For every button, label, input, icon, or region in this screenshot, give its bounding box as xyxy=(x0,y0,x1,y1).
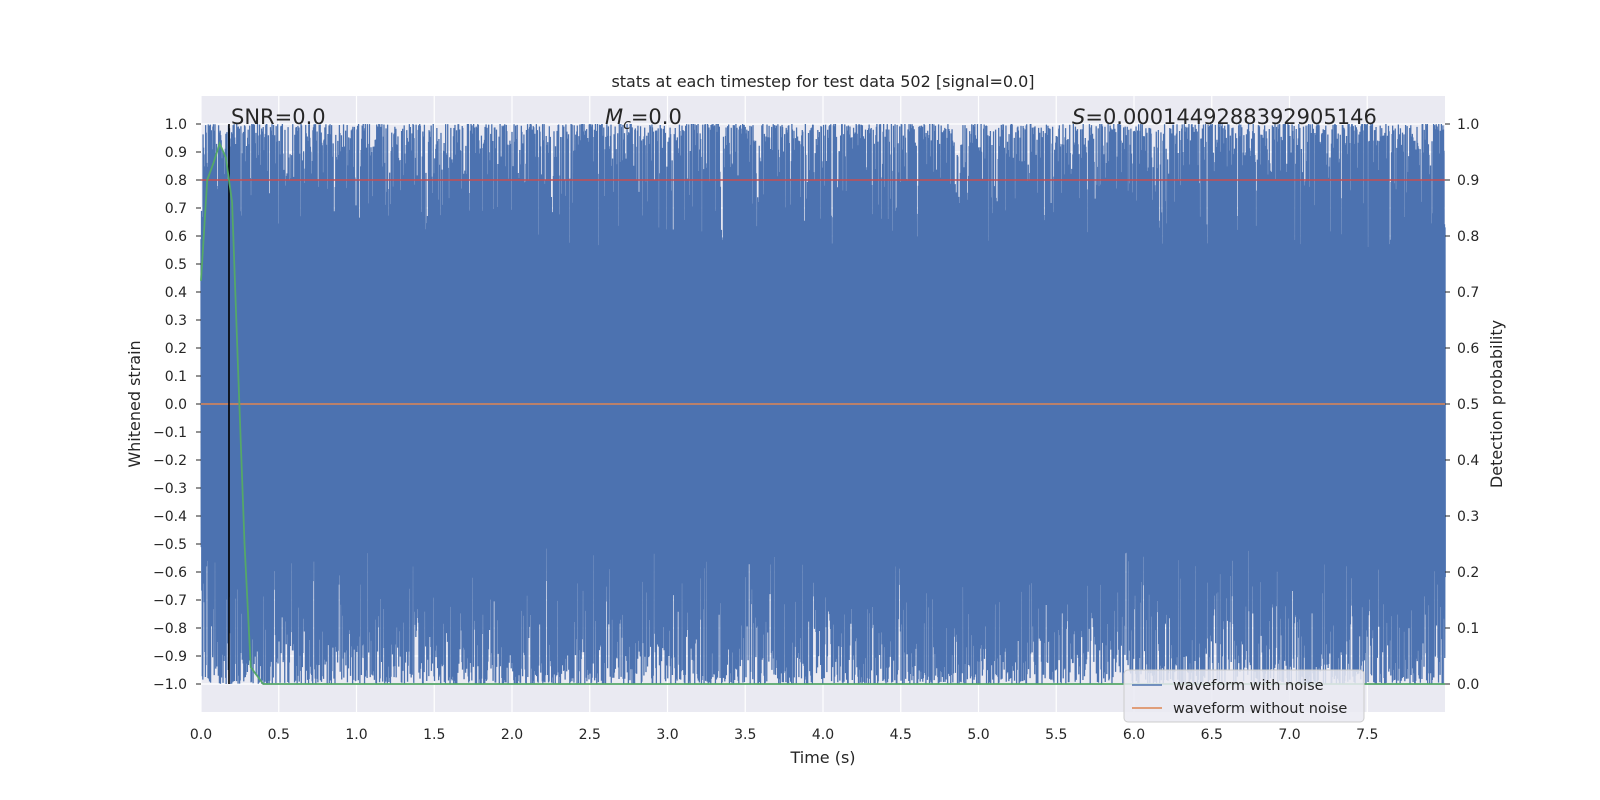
y-right-tick-label-6: 0.4 xyxy=(1457,453,1479,469)
x-tick-label-1: 0.5 xyxy=(268,727,290,743)
y-right-tick-label-10: 0.0 xyxy=(1457,677,1479,693)
y-right-tick-label-4: 0.6 xyxy=(1457,341,1479,357)
y-left-tick-label-18: −0.8 xyxy=(153,621,187,637)
x-tick-label-10: 5.0 xyxy=(967,727,989,743)
x-tick-label-2: 1.0 xyxy=(345,727,367,743)
y-left-tick-label-7: 0.3 xyxy=(165,313,187,329)
noise-line xyxy=(200,123,1446,685)
y-right-tick-label-0: 1.0 xyxy=(1457,117,1479,133)
s-annotation: S=0.0001449288392905146 xyxy=(1072,105,1377,129)
y-right-tick-label-2: 0.8 xyxy=(1457,229,1479,245)
y-left-tick-label-20: −1.0 xyxy=(153,677,187,693)
legend-box xyxy=(1123,669,1365,723)
y-left-tick-label-14: −0.4 xyxy=(153,509,187,525)
y-right-tick-label-3: 0.7 xyxy=(1457,285,1479,301)
y-left-tick-label-10: 0.0 xyxy=(165,397,187,413)
x-tick-label-4: 2.0 xyxy=(501,727,523,743)
y-left-tick-label-2: 0.8 xyxy=(165,173,187,189)
y-left-tick-label-17: −0.7 xyxy=(153,593,187,609)
x-tick-label-7: 3.5 xyxy=(734,727,756,743)
y-left-tick-labels: 1.0 0.9 0.8 0.7 0.6 0.5 0.4 0.3 0.2 0.1 0.0 −0.1 −0.… xyxy=(153,117,201,693)
detection-probability-line xyxy=(200,141,1445,685)
snr-annotation: SNR=0.0 xyxy=(231,105,326,129)
y-left-tick-label-3: 0.7 xyxy=(165,201,187,217)
chart-title: stats at each timestep for test data 502… xyxy=(611,72,1034,91)
y-left-tick-label-16: −0.6 xyxy=(153,565,187,581)
x-axis-label: Time (s) xyxy=(789,748,855,767)
x-tick-label-15: 7.5 xyxy=(1356,727,1378,743)
x-tick-label-11: 5.5 xyxy=(1045,727,1067,743)
x-tick-label-13: 6.5 xyxy=(1201,727,1223,743)
x-tick-label-6: 3.0 xyxy=(656,727,678,743)
y-left-tick-label-0: 1.0 xyxy=(165,117,187,133)
y-left-tick-label-1: 0.9 xyxy=(165,145,187,161)
y-right-tick-label-9: 0.1 xyxy=(1457,621,1479,637)
y-left-tick-label-8: 0.2 xyxy=(165,341,187,357)
legend: waveform with noise waveform without noi… xyxy=(1123,669,1365,723)
legend-label-noise: waveform with noise xyxy=(1173,678,1324,694)
y-right-tick-label-5: 0.5 xyxy=(1457,397,1479,413)
x-tick-label-14: 7.0 xyxy=(1278,727,1300,743)
y-left-tick-label-19: −0.9 xyxy=(153,649,187,665)
y-right-tick-label-8: 0.2 xyxy=(1457,565,1479,581)
x-tick-label-12: 6.0 xyxy=(1123,727,1145,743)
y-right-tick-label-7: 0.3 xyxy=(1457,509,1479,525)
y-left-tick-label-6: 0.4 xyxy=(165,285,187,301)
x-tick-labels: 0.0 0.5 1.0 1.5 2.0 2.5 3.0 3.5 4.0 4.5 5.0 5.5 6.0 6… xyxy=(190,727,1379,743)
y-left-tick-label-9: 0.1 xyxy=(165,369,187,385)
x-tick-label-8: 4.0 xyxy=(812,727,834,743)
y-left-tick-label-4: 0.6 xyxy=(165,229,187,245)
legend-label-clean: waveform without noise xyxy=(1173,701,1347,717)
series-waveform-with-noise xyxy=(200,123,1446,685)
y-left-tick-label-12: −0.2 xyxy=(153,453,187,469)
x-tick-label-9: 4.5 xyxy=(890,727,912,743)
overlays xyxy=(200,124,1445,685)
x-tick-label-5: 2.5 xyxy=(579,727,601,743)
x-tick-label-0: 0.0 xyxy=(190,727,212,743)
chirp-mass-annotation: Mc=0.0 xyxy=(605,105,682,133)
y-left-tick-label-5: 0.5 xyxy=(165,257,187,273)
y-right-axis-label: Detection probability xyxy=(1487,320,1506,488)
x-tick-label-3: 1.5 xyxy=(423,727,445,743)
y-left-tick-label-11: −0.1 xyxy=(153,425,187,441)
y-left-tick-label-13: −0.3 xyxy=(153,481,187,497)
y-left-axis-label: Whitened strain xyxy=(125,340,144,467)
y-right-tick-labels: 1.0 0.9 0.8 0.7 0.6 0.5 0.4 0.3 0.2 0.1 0.0 xyxy=(1445,117,1479,693)
y-right-tick-label-1: 0.9 xyxy=(1457,173,1479,189)
y-left-tick-label-15: −0.5 xyxy=(153,537,187,553)
